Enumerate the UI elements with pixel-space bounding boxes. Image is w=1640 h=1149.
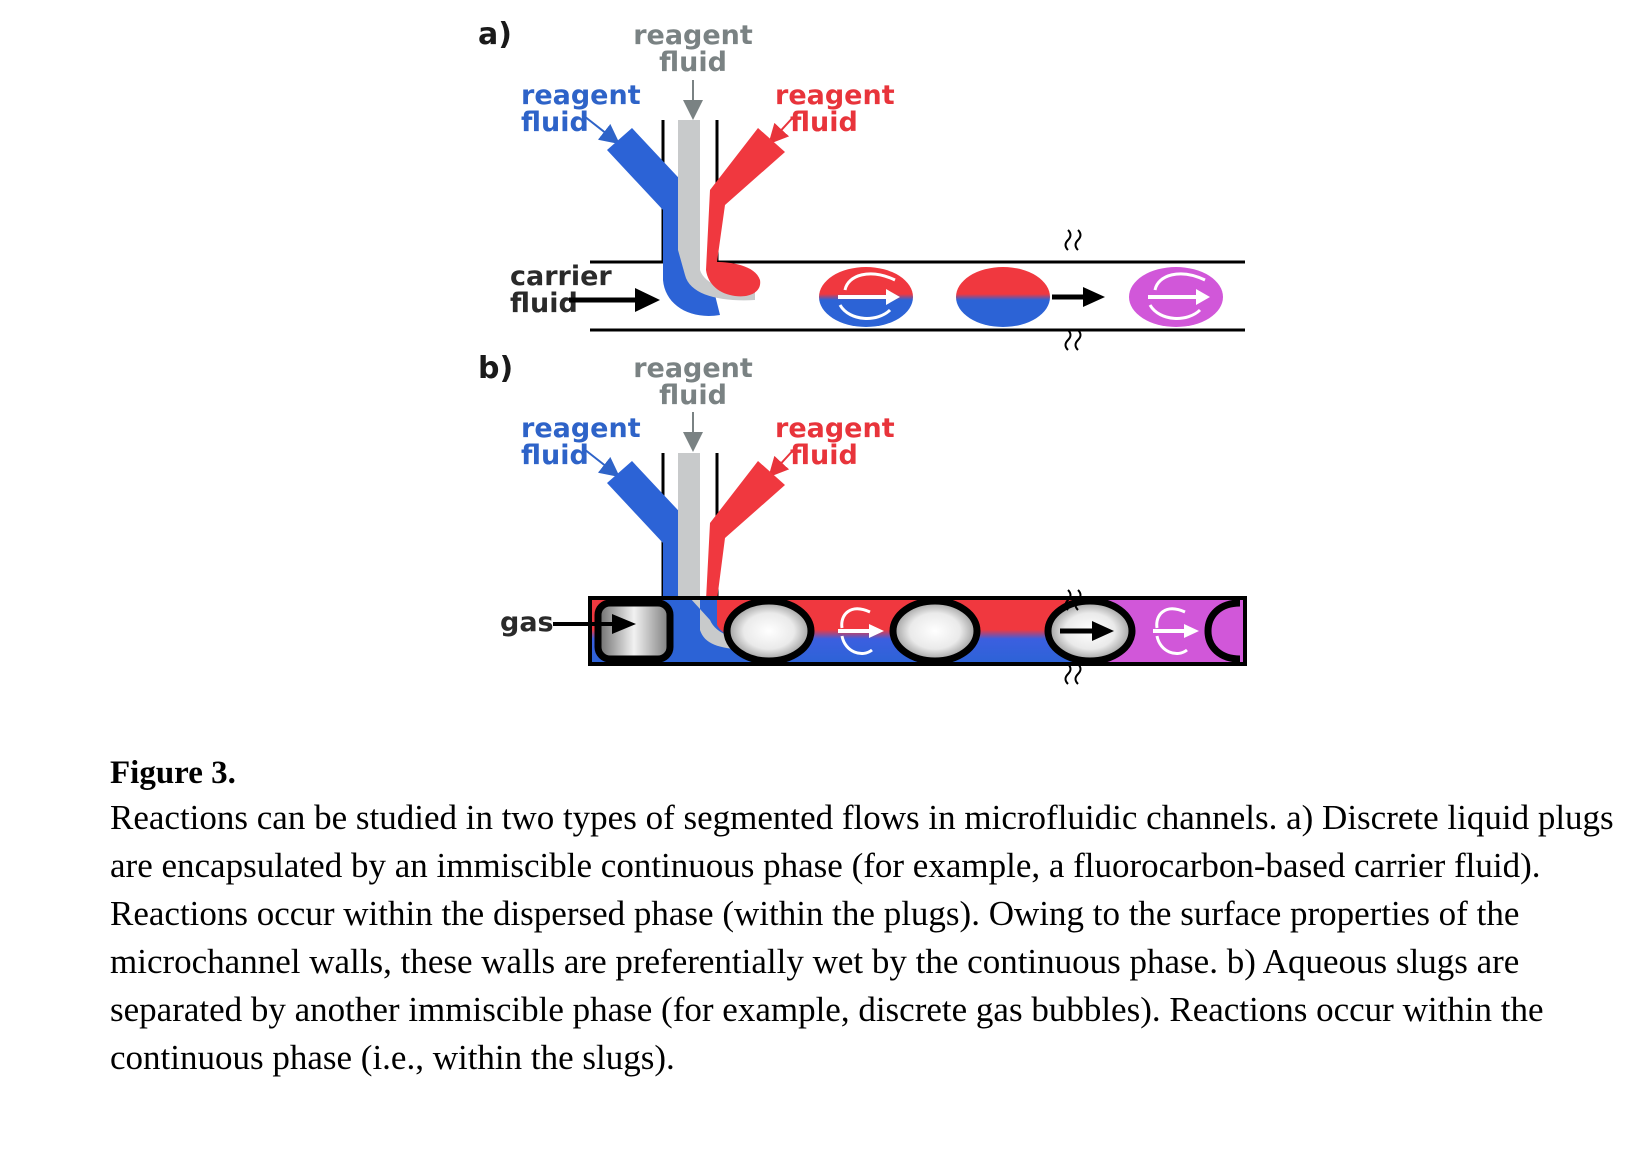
- panel-a-plug-2: [956, 267, 1050, 327]
- panel-b-circulation-2: [1153, 607, 1190, 655]
- panel-a-left-label: reagent: [521, 80, 641, 111]
- panel-a-gray-inlet: [678, 120, 755, 301]
- panel-b-right-label-2: fluid: [790, 440, 858, 471]
- caption-title: Figure 3.: [110, 755, 236, 791]
- panel-a-top-label-2: fluid: [659, 47, 727, 78]
- panel-b-right-arrow: [768, 445, 798, 478]
- panel-b: b) reagent fluid reagent fluid reagent f…: [478, 351, 1247, 685]
- panel-a-carrier-label-2: fluid: [510, 288, 578, 319]
- figure-caption: Figure 3. Reactions can be studied in tw…: [110, 752, 1630, 1082]
- panel-b-red-inlet: [706, 461, 785, 600]
- panel-b-break-marks: [1064, 589, 1082, 685]
- panel-a-carrier-label: carrier: [510, 261, 612, 292]
- panel-b-top-label-2: fluid: [659, 380, 727, 411]
- panel-b-left-arrow: [583, 448, 620, 478]
- panel-a-red-inlet: [706, 128, 785, 297]
- panel-b-bubble-4: [1204, 599, 1241, 663]
- panel-b-circulation-1: [838, 607, 875, 655]
- panel-b-bubble-2: [889, 597, 981, 665]
- figure-3-schematic: a) reagent fluid reagent fluid reagent f…: [478, 17, 1247, 685]
- panel-b-letter: b): [478, 351, 513, 386]
- panel-b-gas-inlet-bubble: [594, 599, 674, 663]
- panel-a-plug-1: [819, 267, 913, 327]
- panel-b-blue-inlet: [607, 461, 690, 600]
- panel-b-left-label-2: fluid: [521, 440, 589, 471]
- panel-b-right-label: reagent: [775, 413, 895, 444]
- panel-a-break-marks: [1064, 229, 1082, 351]
- panel-a-right-arrow: [768, 112, 798, 145]
- panel-b-left-label: reagent: [521, 413, 641, 444]
- panel-a-left-label-2: fluid: [521, 107, 589, 138]
- panel-a: a) reagent fluid reagent fluid reagent f…: [478, 17, 1245, 351]
- panel-b-gas-label: gas: [500, 607, 554, 638]
- caption-text: Reactions can be studied in two types of…: [110, 798, 1614, 1077]
- panel-a-left-arrow: [583, 115, 620, 145]
- panel-a-top-label: reagent: [633, 20, 753, 51]
- panel-b-bubble-1: [723, 597, 815, 665]
- panel-a-right-label-2: fluid: [790, 107, 858, 138]
- panel-b-top-label: reagent: [633, 353, 753, 384]
- panel-a-plug-3: [1129, 267, 1223, 327]
- panel-a-right-label: reagent: [775, 80, 895, 111]
- panel-b-gray-inlet: [678, 453, 700, 640]
- panel-a-letter: a): [478, 17, 512, 52]
